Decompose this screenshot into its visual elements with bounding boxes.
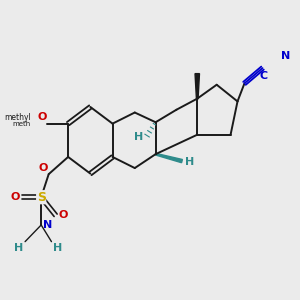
Text: C: C [260,71,268,81]
Text: H: H [14,243,24,253]
Text: N: N [43,220,52,230]
Polygon shape [195,74,200,99]
Text: methyl: methyl [5,113,32,122]
Text: H: H [53,243,62,253]
Polygon shape [155,153,182,163]
Text: N: N [281,51,290,61]
Text: H: H [134,132,143,142]
Text: O: O [38,163,48,173]
Text: O: O [58,210,68,220]
Text: H: H [185,157,195,167]
Text: meth: meth [12,121,31,127]
Text: O: O [37,112,46,122]
Text: S: S [37,191,46,204]
Text: O: O [11,192,20,202]
